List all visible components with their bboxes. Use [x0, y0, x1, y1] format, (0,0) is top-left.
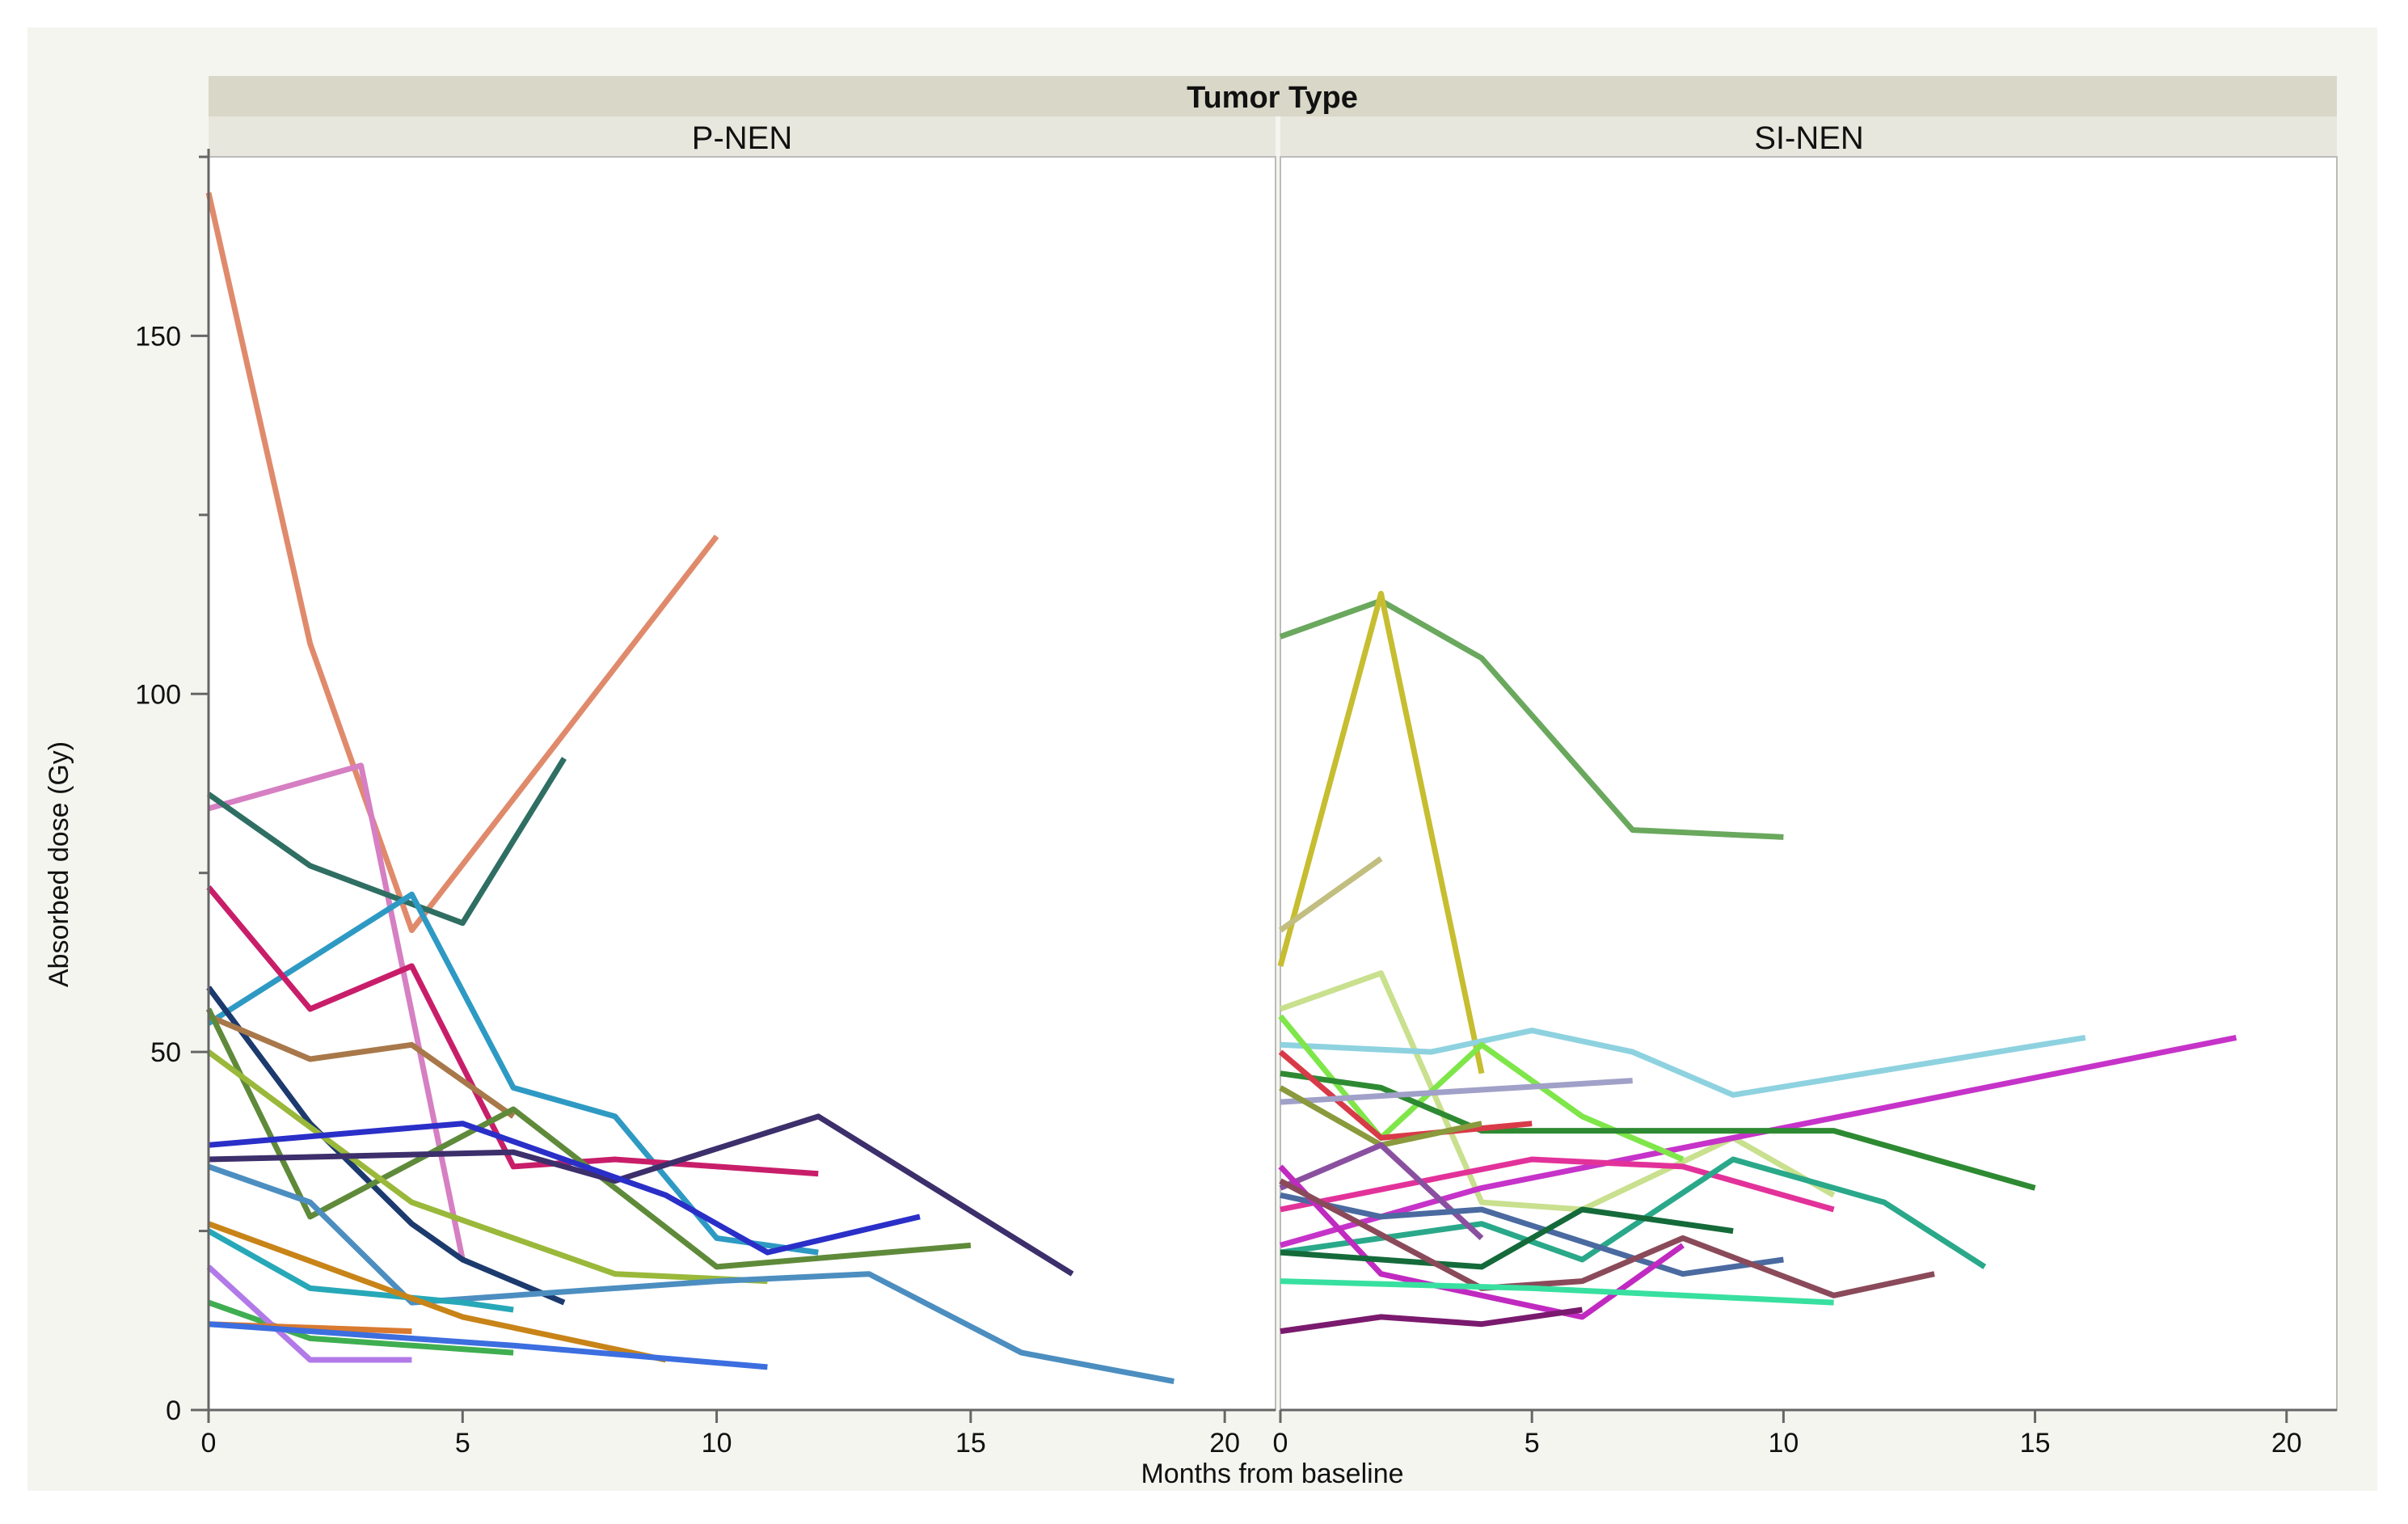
- series-line-si-nen-4: [1279, 970, 1836, 1213]
- plot-area-si-nen: [1280, 156, 2338, 1411]
- panel-strip-si-nen: [1280, 116, 2337, 157]
- y-tick-label: 0: [166, 1395, 181, 1426]
- series-line-p-nen-13: [207, 1228, 514, 1313]
- series-line-si-nen-20: [1280, 1307, 1583, 1335]
- series-line-p-nen-18: [208, 1321, 768, 1370]
- series-line-si-nen-18: [1279, 1178, 1935, 1298]
- x-tick-label: 0: [201, 1428, 217, 1459]
- series-line-si-nen-10: [1280, 1078, 1633, 1105]
- series-line-p-nen-8: [205, 1007, 972, 1270]
- line-chart: Tumor Type P-NEN SI-NEN 0 5 10 15 20 0 5 10 15 20…: [44, 76, 2338, 1489]
- series-line-p-nen-6: [206, 986, 566, 1306]
- series-line-si-nen-17: [1280, 1206, 1734, 1270]
- series-line-p-nen-12: [207, 1163, 1174, 1385]
- series-line-si-nen-3: [1278, 856, 1383, 933]
- x-axis-label: Months from baseline: [1141, 1459, 1403, 1489]
- panel-title-p-nen: P-NEN: [692, 120, 792, 156]
- y-tick-label: 150: [135, 321, 181, 352]
- series-line-si-nen-13: [1280, 1156, 1987, 1269]
- series-line-p-nen-15: [207, 1299, 514, 1356]
- y-axis-label: Absorbed dose (Gy): [44, 741, 74, 987]
- series-line-p-nen-1: [205, 192, 719, 934]
- x-tick-label: 10: [1768, 1428, 1799, 1459]
- series-line-si-nen-15: [1280, 1192, 1784, 1277]
- panel-strip-p-nen: [209, 116, 1276, 157]
- plot-area-p-nen: [208, 156, 1276, 1411]
- series-line-p-nen-5: [206, 885, 819, 1177]
- x-tick-label: 15: [955, 1428, 986, 1459]
- chart-frame: Tumor Type P-NEN SI-NEN 0 5 10 15 20 0 5 10 15 20…: [27, 27, 2377, 1491]
- series-line-p-nen-16: [206, 1264, 412, 1363]
- y-tick-label: 50: [150, 1037, 181, 1068]
- series-line-si-nen-16: [1278, 1164, 1685, 1320]
- panel-title-si-nen: SI-NEN: [1754, 120, 1864, 156]
- series-line-p-nen-14: [207, 1221, 667, 1363]
- y-axis: 0 50 100 150: [135, 149, 210, 1426]
- series-line-p-nen-2: [208, 762, 466, 1260]
- series-line-si-nen-6: [1280, 1034, 2237, 1248]
- series-line-p-nen-3: [206, 757, 567, 927]
- series-line-si-nen-19: [1280, 1278, 1834, 1306]
- x-tick-label: 0: [1273, 1428, 1288, 1459]
- panel-p-nen: [205, 156, 1276, 1411]
- x-tick-label: 10: [702, 1428, 732, 1459]
- series-line-si-nen-12: [1280, 1156, 1835, 1213]
- series-line-p-nen-7: [207, 1013, 516, 1119]
- y-tick-label: 100: [135, 679, 181, 710]
- x-tick-label: 5: [1525, 1428, 1540, 1459]
- panel-si-nen: [1277, 156, 2338, 1411]
- series-line-si-nen-9: [1278, 1049, 1533, 1141]
- x-tick-label: 5: [455, 1428, 470, 1459]
- x-tick-label: 20: [1209, 1428, 1240, 1459]
- chart-title: Tumor Type: [1187, 81, 1358, 115]
- x-axis-si-nen: 0 5 10 15 20: [1273, 1408, 2337, 1459]
- series-line-si-nen-2: [1277, 590, 1485, 1074]
- title-strip: [209, 76, 2337, 116]
- plot-panels: [205, 156, 2338, 1411]
- axes: 0 5 10 15 20 0 5 10 15 20 0 50 100 150: [135, 149, 2337, 1459]
- series-line-si-nen-1: [1279, 597, 1784, 840]
- series-line-p-nen-11: [208, 1121, 921, 1256]
- series-line-p-nen-10: [208, 1113, 1074, 1277]
- x-tick-label: 15: [2020, 1428, 2051, 1459]
- series-line-p-nen-9: [206, 1049, 768, 1285]
- facet-header: Tumor Type P-NEN SI-NEN: [209, 76, 2337, 157]
- x-axis-p-nen: 0 5 10 15 20: [201, 1408, 1276, 1459]
- x-tick-label: 20: [2271, 1428, 2302, 1459]
- series-line-si-nen-5: [1280, 1028, 2086, 1098]
- series-line-p-nen-4: [207, 891, 819, 1256]
- series-line-si-nen-14: [1279, 1142, 1484, 1240]
